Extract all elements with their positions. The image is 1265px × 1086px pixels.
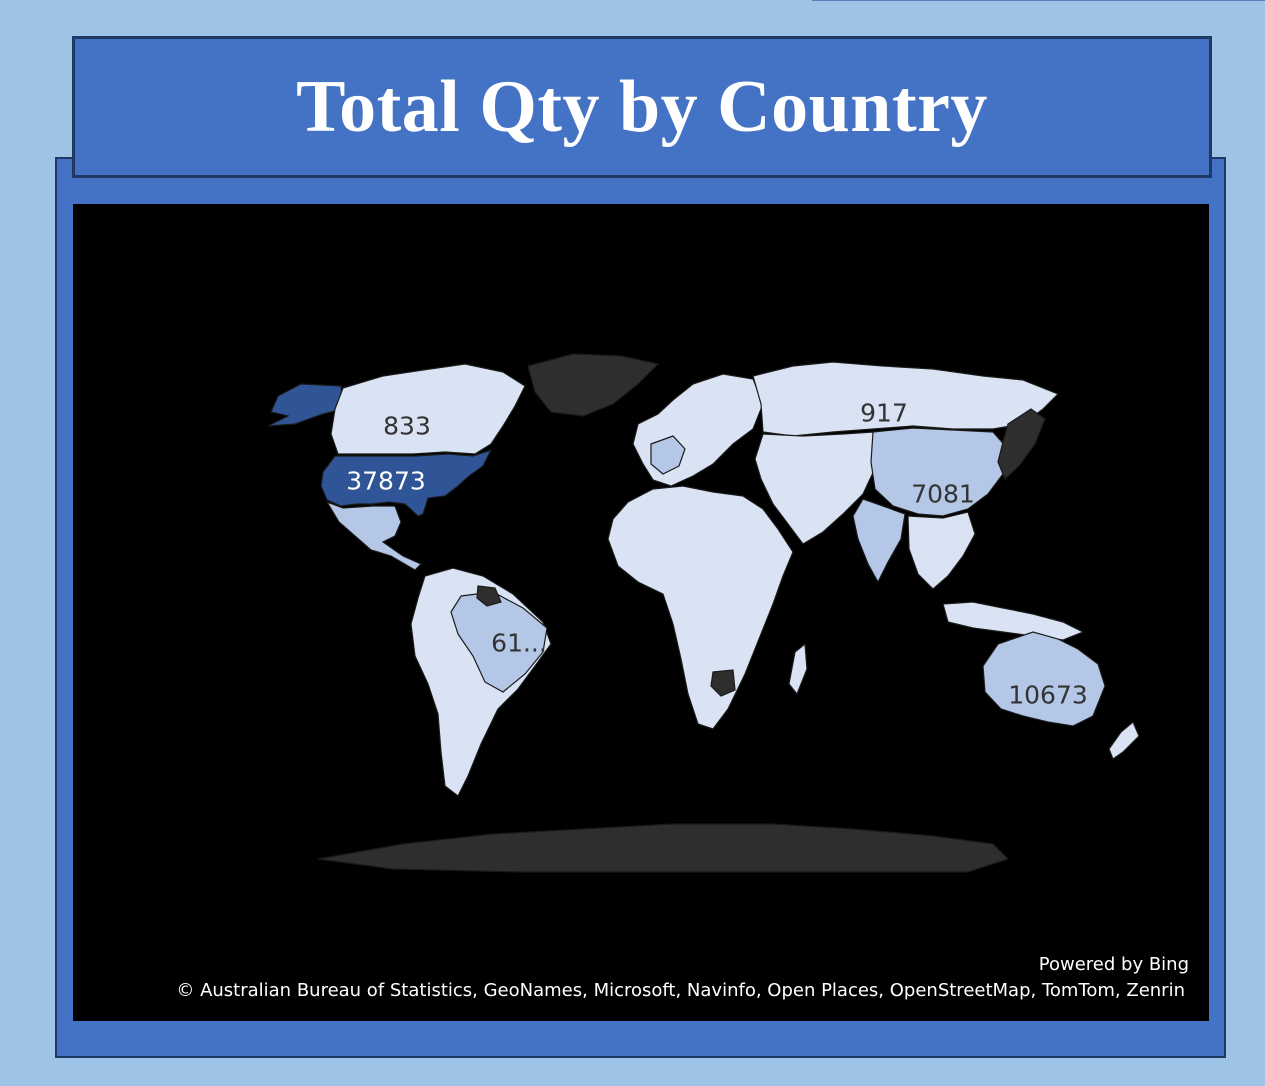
- country-greenland[interactable]: [527, 353, 660, 417]
- country-mexico[interactable]: [325, 500, 423, 571]
- country-new-zealand[interactable]: [1108, 721, 1140, 760]
- country-usa[interactable]: [320, 448, 493, 517]
- label-canada: 833: [383, 411, 431, 441]
- country-australia[interactable]: [982, 631, 1106, 727]
- label-australia: 10673: [1008, 680, 1088, 710]
- powered-by-text: Powered by Bing: [1038, 954, 1189, 975]
- copyright-text: © Australian Bureau of Statistics, GeoNa…: [176, 980, 1185, 1001]
- label-brazil: 61...: [491, 628, 547, 658]
- country-indonesia[interactable]: [942, 601, 1085, 641]
- country-china[interactable]: [870, 427, 1009, 517]
- country-guianas[interactable]: [476, 585, 502, 607]
- title-banner: Total Qty by Country: [72, 36, 1212, 178]
- country-central-asia[interactable]: [754, 431, 879, 545]
- country-brazil[interactable]: [450, 591, 548, 693]
- country-antarctica[interactable]: [317, 823, 1010, 873]
- label-china: 7081: [911, 479, 975, 509]
- country-southeast-asia[interactable]: [907, 511, 976, 590]
- country-india[interactable]: [852, 498, 906, 584]
- country-africa[interactable]: [607, 485, 794, 730]
- chart-title: Total Qty by Country: [296, 65, 988, 148]
- country-japan[interactable]: [997, 408, 1046, 481]
- country-canada[interactable]: [330, 363, 526, 455]
- country-madagascar[interactable]: [788, 642, 808, 696]
- country-western-europe[interactable]: [650, 435, 686, 475]
- country-europe[interactable]: [632, 373, 764, 487]
- label-usa: 37873: [346, 466, 426, 496]
- world-map: [267, 353, 1140, 873]
- map-area[interactable]: 833 37873 917 7081 61... 10673 Powered b…: [73, 204, 1209, 1021]
- label-russia: 917: [860, 398, 908, 428]
- country-botswana[interactable]: [710, 669, 736, 697]
- top-edge-line: [812, 0, 1265, 1]
- country-alaska[interactable]: [267, 383, 344, 427]
